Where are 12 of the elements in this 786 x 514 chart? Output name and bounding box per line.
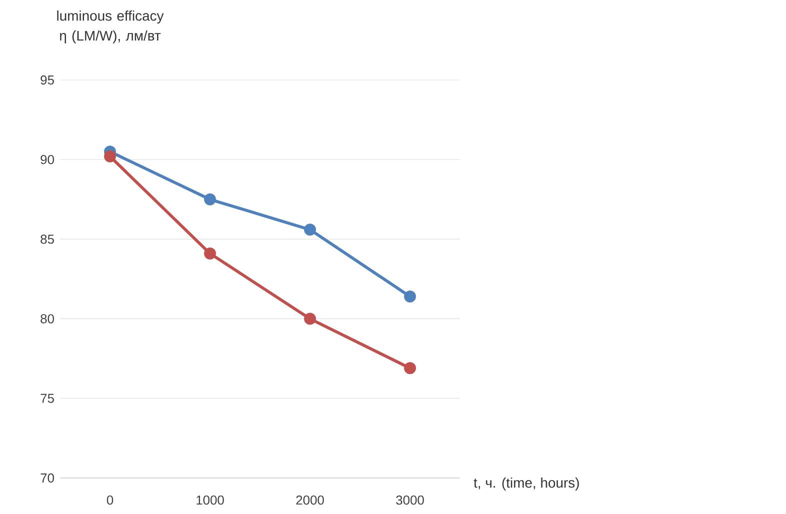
y-axis-title: luminous efficacy η (LM/W), лм/вт	[57, 10, 164, 44]
y-tick-label: 75	[40, 394, 54, 403]
x-tick-label: 1000	[196, 496, 224, 505]
y-tick-label: 70	[40, 473, 54, 483]
x-tick-label: 0	[106, 496, 114, 505]
x-axis-title: t, ч. (time, hours)	[474, 477, 579, 490]
y-tick-label: 80	[40, 314, 54, 324]
y-tick-label: 90	[40, 154, 54, 164]
x-tick-label: 2000	[296, 496, 324, 505]
y-tick-label: 85	[40, 234, 54, 244]
x-tick-label: 3000	[396, 496, 424, 505]
y-tick-label: 95	[40, 75, 54, 85]
